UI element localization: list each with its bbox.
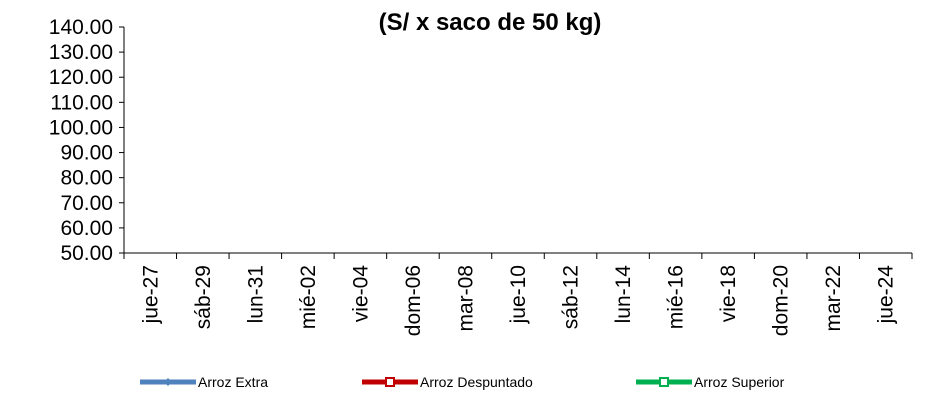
y-tick-label: 70.00: [60, 192, 113, 215]
legend-item: Arroz Extra: [140, 374, 268, 390]
x-tick-label: mié-02: [297, 265, 320, 329]
legend-marker: [164, 378, 172, 386]
y-tick-label: 130.00: [49, 41, 113, 64]
x-tick-label: sáb-12: [560, 265, 583, 329]
legend-label: Arroz Extra: [198, 374, 268, 390]
y-tick-label: 140.00: [49, 16, 113, 39]
legend-item: Arroz Superior: [636, 374, 785, 390]
legend-item: Arroz Despuntado: [362, 374, 533, 390]
x-tick-label: vie-18: [717, 265, 740, 322]
y-tick-label: 90.00: [60, 142, 113, 165]
x-tick-label: vie-04: [349, 265, 372, 323]
x-tick-label: sáb-29: [192, 265, 215, 329]
x-tick-label: mar-08: [454, 265, 477, 332]
y-tick-label: 110.00: [50, 91, 113, 114]
x-axis: jue-27 sáb-29 lun-31 mié-02 vie-04 dom-06 mar-…: [123, 252, 913, 336]
y-tick-label: 80.00: [60, 167, 113, 190]
x-tick-label: mar-22: [822, 265, 845, 332]
x-tick-label: jue-10: [507, 265, 530, 324]
x-tick-label: mié-16: [665, 265, 688, 329]
x-tick-label: jue-27: [139, 265, 162, 324]
legend-marker: [659, 377, 669, 387]
legend-label: Arroz Superior: [694, 374, 785, 390]
x-tick-label: dom-20: [770, 265, 793, 336]
y-tick-label: 120.00: [49, 66, 113, 89]
x-tick-label: jue-24: [875, 265, 898, 325]
x-tick-label: lun-14: [612, 265, 635, 324]
y-tick-label: 50.00: [60, 242, 113, 265]
legend: Arroz Extra Arroz Despuntado Arroz Superio…: [140, 374, 785, 390]
x-tick-label: dom-06: [402, 265, 425, 336]
y-tick-label: 100.00: [49, 116, 113, 139]
chart-title: (S/ x saco de 50 kg): [379, 9, 602, 36]
legend-label: Arroz Despuntado: [420, 374, 533, 390]
x-tick-label: lun-31: [244, 265, 267, 323]
y-tick-label: 60.00: [60, 217, 113, 240]
legend-marker: [385, 377, 395, 387]
